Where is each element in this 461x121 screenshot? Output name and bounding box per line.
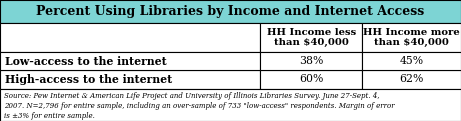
Text: HH Income less
than $40,000: HH Income less than $40,000 [266,28,356,47]
Bar [362,52,461,70]
Bar [0,52,260,70]
Bar [260,23,362,52]
Text: 62%: 62% [399,74,424,84]
Bar [260,70,362,89]
Text: 45%: 45% [399,56,424,66]
Text: HH Income more
than $40,000: HH Income more than $40,000 [363,28,460,47]
Text: Percent Using Libraries by Income and Internet Access: Percent Using Libraries by Income and In… [36,5,425,18]
Text: High-access to the internet: High-access to the internet [5,74,172,85]
Bar [362,70,461,89]
Bar [0,70,260,89]
Bar [0,89,461,121]
Bar [0,0,461,23]
Bar [0,23,260,52]
Text: Low-access to the internet: Low-access to the internet [5,56,166,67]
Text: Source: Pew Internet & American Life Project and University of Illinois Librarie: Source: Pew Internet & American Life Pro… [4,92,394,120]
Bar [362,23,461,52]
Text: 60%: 60% [299,74,323,84]
Text: 38%: 38% [299,56,323,66]
Bar [260,52,362,70]
